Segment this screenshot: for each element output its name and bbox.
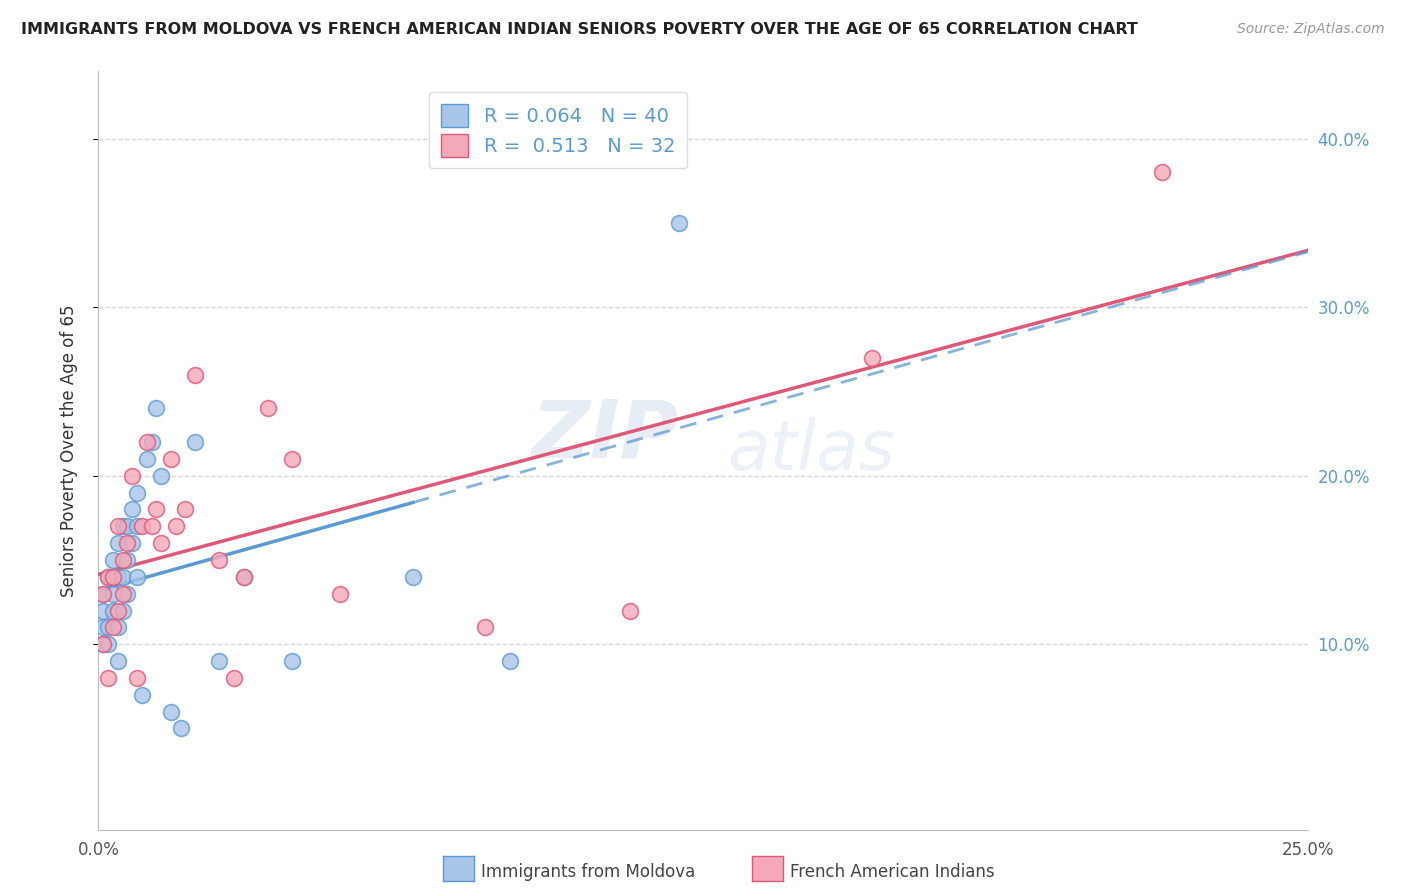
Point <box>127 671 149 685</box>
Text: atlas: atlas <box>727 417 896 484</box>
Text: Source: ZipAtlas.com: Source: ZipAtlas.com <box>1237 22 1385 37</box>
Point <box>150 536 173 550</box>
Point <box>91 587 114 601</box>
Point <box>668 216 690 230</box>
Point <box>127 570 149 584</box>
Point <box>174 502 197 516</box>
Point <box>281 654 304 668</box>
Point <box>101 620 124 634</box>
Point <box>165 519 187 533</box>
Point <box>498 654 520 668</box>
Point <box>169 722 191 736</box>
Point <box>135 451 157 466</box>
Y-axis label: Seniors Poverty Over the Age of 65: Seniors Poverty Over the Age of 65 <box>59 304 77 597</box>
Point <box>232 570 254 584</box>
Point <box>208 654 231 668</box>
Point <box>131 688 153 702</box>
Point <box>131 519 153 533</box>
Point <box>256 401 278 416</box>
Text: ZIP: ZIP <box>531 396 679 475</box>
Point <box>117 536 139 550</box>
Point <box>141 519 163 533</box>
Point <box>91 637 114 651</box>
Point <box>160 705 183 719</box>
Point <box>121 502 143 516</box>
Point <box>111 553 134 567</box>
Point <box>860 351 883 365</box>
Point <box>145 502 167 516</box>
Point <box>141 435 163 450</box>
Point <box>117 519 139 533</box>
Point <box>402 570 425 584</box>
Point <box>97 620 120 634</box>
Point <box>127 519 149 533</box>
Point <box>101 587 124 601</box>
Point <box>91 603 114 617</box>
Point <box>91 637 114 651</box>
Point <box>184 435 207 450</box>
Point <box>222 671 245 685</box>
Point <box>91 620 114 634</box>
Point <box>111 587 134 601</box>
Point <box>107 603 129 617</box>
Point <box>329 587 352 601</box>
Point <box>107 620 129 634</box>
Point <box>117 587 139 601</box>
Point <box>91 587 114 601</box>
Point <box>619 603 641 617</box>
Point <box>111 570 134 584</box>
Point <box>208 553 231 567</box>
Point <box>127 485 149 500</box>
Legend: R = 0.064   N = 40, R =  0.513   N = 32: R = 0.064 N = 40, R = 0.513 N = 32 <box>429 93 686 169</box>
Point <box>101 553 124 567</box>
Point <box>150 468 173 483</box>
Point <box>97 671 120 685</box>
Point <box>474 620 496 634</box>
Point <box>97 570 120 584</box>
Point <box>107 654 129 668</box>
Point <box>101 570 124 584</box>
Point <box>281 451 304 466</box>
Point <box>1152 165 1174 179</box>
Text: Immigrants from Moldova: Immigrants from Moldova <box>481 863 695 881</box>
Point <box>97 570 120 584</box>
Point <box>145 401 167 416</box>
Point <box>107 570 129 584</box>
Point <box>135 435 157 450</box>
Point <box>111 519 134 533</box>
Point <box>101 570 124 584</box>
Point <box>107 536 129 550</box>
Point <box>184 368 207 382</box>
Point <box>232 570 254 584</box>
Point <box>107 519 129 533</box>
Point <box>160 451 183 466</box>
Point <box>117 553 139 567</box>
Point <box>121 536 143 550</box>
Point <box>97 637 120 651</box>
Point <box>121 468 143 483</box>
Point <box>101 603 124 617</box>
Point <box>111 603 134 617</box>
Text: French American Indians: French American Indians <box>790 863 995 881</box>
Text: IMMIGRANTS FROM MOLDOVA VS FRENCH AMERICAN INDIAN SENIORS POVERTY OVER THE AGE O: IMMIGRANTS FROM MOLDOVA VS FRENCH AMERIC… <box>21 22 1137 37</box>
